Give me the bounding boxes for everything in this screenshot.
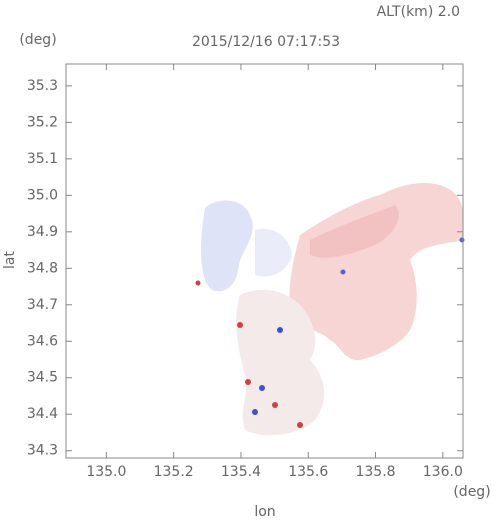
y-tick-label: 35.2 [27, 114, 58, 130]
y-tick-label: 35.3 [27, 78, 58, 94]
y-unit: (deg) [19, 32, 56, 48]
field-speck [272, 402, 278, 408]
field-speck [259, 385, 265, 391]
y-tick-label: 34.9 [27, 224, 58, 240]
y-tick-label: 34.5 [27, 370, 58, 386]
field-speck [237, 322, 243, 328]
field-speck [277, 327, 283, 333]
field-region [310, 205, 399, 258]
x-tick-label: 135.6 [288, 464, 328, 480]
y-tick-label: 34.6 [27, 333, 58, 349]
y-tick-label: 34.8 [27, 260, 58, 276]
field-speck [245, 379, 251, 385]
chart-title: 2015/12/16 07:17:53 [192, 34, 340, 50]
field-speck [340, 269, 346, 275]
y-tick-label: 35.0 [27, 187, 58, 203]
field-region [289, 183, 463, 361]
radar-field [195, 183, 465, 436]
y-axis-label: lat [2, 251, 18, 269]
field-speck [252, 409, 258, 415]
field-region [255, 228, 292, 277]
x-tick-label: 135.8 [355, 464, 395, 480]
plot-frame [65, 63, 464, 459]
field-region [200, 200, 253, 292]
annotation: ALT(km) 2.0 [377, 4, 460, 20]
field-region [236, 289, 325, 436]
x-tick-label: 135.2 [154, 464, 194, 480]
y-tick-label: 34.4 [27, 406, 58, 422]
field-speck [459, 237, 465, 243]
field-speck [195, 280, 201, 286]
x-tick-label: 136.0 [423, 464, 463, 480]
x-axis-label: lon [254, 504, 275, 520]
field-speck [297, 422, 303, 428]
x-unit: (deg) [453, 484, 490, 500]
y-tick-label: 34.3 [27, 443, 58, 459]
y-tick-label: 34.7 [27, 297, 58, 313]
y-tick-label: 35.1 [27, 151, 58, 167]
x-tick-label: 135.4 [221, 464, 261, 480]
x-tick-label: 135.0 [86, 464, 126, 480]
